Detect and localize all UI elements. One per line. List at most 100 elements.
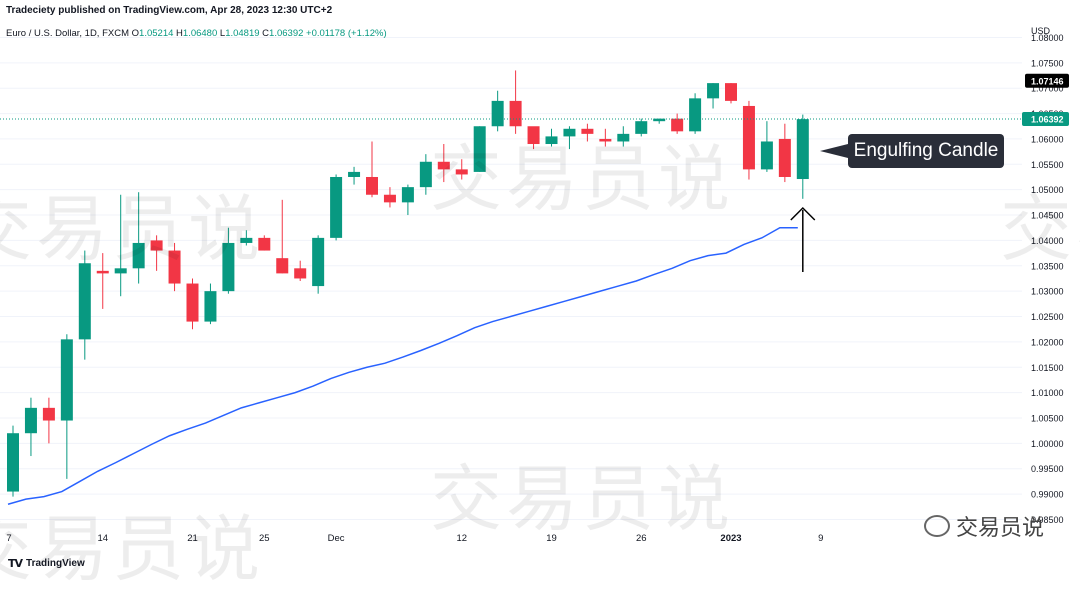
bullish-candle <box>330 176 343 238</box>
bearish-candle <box>581 128 594 134</box>
bearish-candle <box>168 250 181 284</box>
y-tick-label: 0.98500 <box>1031 515 1064 525</box>
y-tick-label: 1.08000 <box>1031 33 1064 43</box>
bearish-candle <box>527 126 540 145</box>
grid-lines <box>0 36 1022 520</box>
bullish-candle <box>689 98 702 132</box>
bullish-candle <box>563 128 576 137</box>
bullish-candle <box>635 121 648 134</box>
bearish-candle <box>258 237 271 251</box>
candles <box>7 70 809 497</box>
x-tick-label: 7 <box>6 533 11 544</box>
wechat-text: 交易员说 <box>955 515 1044 540</box>
bearish-candle <box>725 83 737 101</box>
bearish-candle <box>437 161 450 170</box>
x-tick-label: 14 <box>97 533 108 544</box>
bullish-candle <box>240 237 253 243</box>
high-value: 1.06480 <box>182 28 218 39</box>
x-tick-label: 26 <box>636 533 647 544</box>
y-tick-label: 1.02500 <box>1031 312 1064 322</box>
engulfing-candle-callout: Engulfing Candle <box>820 134 1004 168</box>
x-tick-label: Dec <box>328 533 345 544</box>
y-tick-label: 0.99500 <box>1031 464 1064 474</box>
ohlc-legend[interactable]: Euro / U.S. Dollar, 1D, FXCM O1.05214 H1… <box>6 28 387 39</box>
y-tick-label: 1.01500 <box>1031 363 1064 373</box>
bullish-candle <box>545 136 558 145</box>
bullish-candle <box>204 291 217 322</box>
bullish-candle <box>617 133 630 142</box>
bullish-candle <box>760 141 773 170</box>
price-axis[interactable]: 1.080001.075001.070001.065001.060001.055… <box>1022 26 1069 525</box>
bearish-candle <box>778 138 791 177</box>
high-label: H <box>176 28 183 39</box>
tradingview-logo-text: TradingView <box>26 558 85 569</box>
x-tick-label: 21 <box>187 533 198 544</box>
bearish-candle <box>96 270 109 274</box>
currency-label: USD <box>1031 26 1051 36</box>
bullish-candle <box>222 242 235 292</box>
y-tick-label: 0.99000 <box>1031 490 1064 500</box>
time-axis[interactable]: 7 14 21 25 Dec 12 19 26 2023 9 <box>6 533 823 544</box>
open-label: O <box>131 28 140 39</box>
tradingview-logo-icon: 𝗧𝗩 <box>8 558 23 570</box>
bearish-candle <box>671 118 684 132</box>
bearish-candle <box>150 240 163 251</box>
y-tick-label: 1.06000 <box>1031 134 1064 144</box>
bearish-candle <box>186 283 199 322</box>
up-arrow-annotation <box>790 206 816 272</box>
low-label: L <box>219 28 226 39</box>
symbol-label: Euro / U.S. Dollar, 1D, FXCM <box>6 28 130 39</box>
change-value: +0.01178 (+1.12%) <box>306 28 387 39</box>
last-price-label: 1.07146 <box>1031 76 1064 86</box>
bullish-candle <box>60 339 73 421</box>
bullish-candle <box>707 83 720 99</box>
bullish-candle <box>491 100 504 127</box>
y-tick-label: 1.03500 <box>1031 261 1064 271</box>
publisher-line: Tradeciety published on TradingView.com,… <box>6 5 333 16</box>
y-tick-label: 1.05000 <box>1031 185 1064 195</box>
x-tick-label: 25 <box>259 533 270 544</box>
wechat-watermark: 交易员说 <box>923 510 1044 542</box>
bullish-candle <box>312 237 325 287</box>
x-tick-label: 19 <box>546 533 557 544</box>
bearish-candle <box>42 407 55 421</box>
x-tick-label: 9 <box>818 533 823 544</box>
bullish-candle <box>653 118 666 122</box>
bullish-candle <box>24 407 37 434</box>
y-tick-label: 1.02000 <box>1031 337 1064 347</box>
bearish-candle <box>509 100 522 127</box>
y-tick-label: 1.07500 <box>1031 58 1064 68</box>
callout-text: Engulfing Candle <box>853 140 999 161</box>
bullish-candle <box>132 242 145 269</box>
x-tick-label: 2023 <box>720 533 741 544</box>
open-value: 1.05214 <box>139 28 174 39</box>
bearish-candle <box>599 138 612 142</box>
moving-average-line <box>7 226 798 505</box>
bullish-candle <box>796 119 809 180</box>
wechat-icon <box>923 515 950 537</box>
price-chart[interactable]: 1.080001.075001.070001.065001.060001.055… <box>0 0 1080 576</box>
last-price-tag <box>1025 73 1069 88</box>
bearish-candle <box>366 176 378 195</box>
low-value: 1.04819 <box>225 28 260 39</box>
bearish-candle <box>742 105 755 170</box>
x-tick-label: 12 <box>456 533 467 544</box>
bearish-candle <box>276 258 289 274</box>
bullish-candle <box>114 268 127 274</box>
bearish-candle <box>383 194 396 203</box>
y-tick-label: 1.04500 <box>1031 211 1064 221</box>
ma-polyline <box>7 226 798 505</box>
y-tick-label: 1.00500 <box>1031 413 1064 423</box>
bullish-candle <box>419 161 432 188</box>
y-tick-label: 1.04000 <box>1031 236 1064 246</box>
bullish-candle <box>348 171 361 177</box>
y-tick-label: 1.07000 <box>1031 84 1064 94</box>
bullish-candle <box>78 263 91 340</box>
bearish-candle <box>455 169 468 175</box>
y-tick-label: 1.00000 <box>1031 439 1064 449</box>
y-tick-label: 1.05500 <box>1031 160 1064 170</box>
y-tick-label: 1.01000 <box>1031 388 1064 398</box>
tradingview-logo[interactable]: 𝗧𝗩 TradingView <box>8 557 85 570</box>
arrow-head <box>790 206 816 221</box>
bullish-candle <box>401 187 414 203</box>
